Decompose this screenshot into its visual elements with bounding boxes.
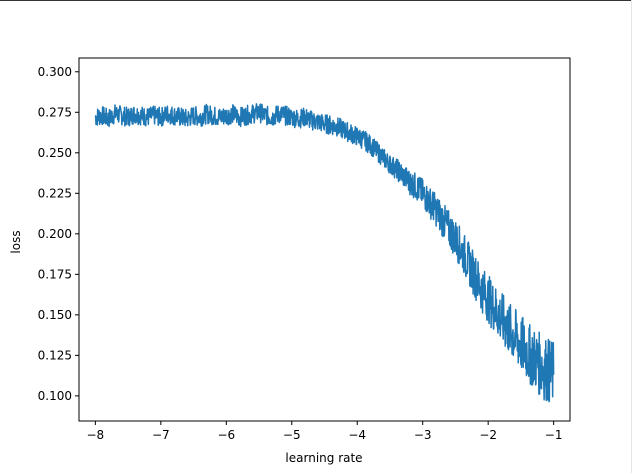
y-tick-label: 0.250 [38, 146, 72, 160]
x-axis: −8 −7 −6 −5 −4 −3 −2 −1 [87, 421, 563, 442]
y-axis: 0.300 0.275 0.250 0.225 0.200 0.175 0.150 0.125… [38, 65, 79, 403]
y-tick-label: 0.100 [38, 389, 72, 403]
x-tick-label: −4 [348, 428, 366, 442]
y-tick-label: 0.150 [38, 308, 72, 322]
x-tick-label: −7 [152, 428, 170, 442]
loss-series-line-0 [94, 103, 555, 403]
y-tick-label: 0.300 [38, 65, 72, 79]
y-tick-label: 0.200 [38, 227, 72, 241]
y-axis-label: loss [9, 230, 23, 253]
y-tick-label: 0.275 [38, 105, 72, 119]
window-top-border [0, 0, 632, 1]
x-tick-label: −8 [87, 428, 105, 442]
x-tick-label: −6 [217, 428, 235, 442]
x-axis-label: learning rate [285, 451, 362, 465]
x-tick-label: −3 [414, 428, 432, 442]
x-tick-label: −2 [479, 428, 497, 442]
y-tick-label: 0.175 [38, 267, 72, 281]
plot-frame [78, 57, 571, 422]
x-tick-label: −1 [545, 428, 563, 442]
y-tick-label: 0.125 [38, 348, 72, 362]
plot-area [78, 57, 571, 422]
y-tick-label: 0.225 [38, 186, 72, 200]
x-tick-label: −5 [283, 428, 301, 442]
